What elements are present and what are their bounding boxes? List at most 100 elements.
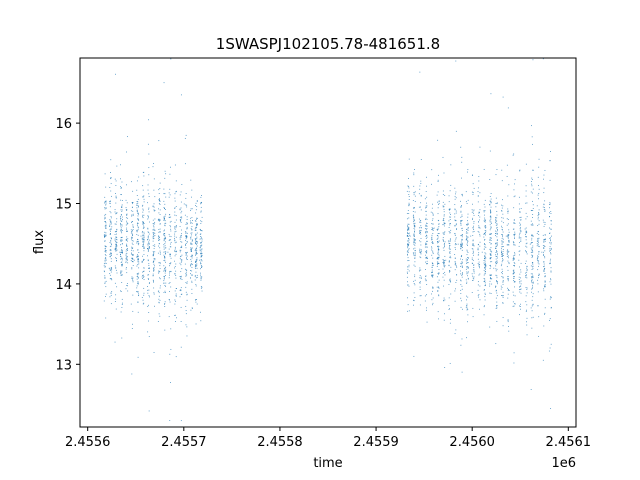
data-point [196,267,198,269]
data-point [195,202,197,204]
data-point [127,217,129,219]
data-point [158,189,160,191]
data-point [408,227,410,229]
data-point [531,223,533,225]
data-point [454,225,456,227]
data-point [496,233,498,235]
data-point [550,278,551,280]
data-point [159,214,161,215]
data-point [104,208,106,210]
data-point [132,234,134,236]
data-point [467,213,469,215]
data-point [432,264,434,266]
data-point [455,210,457,212]
data-point [508,210,509,212]
data-point [460,284,462,286]
data-point [105,203,107,205]
data-point [507,234,509,236]
data-point [514,276,515,278]
data-point [532,275,534,277]
data-point [496,295,498,297]
data-point [531,282,533,284]
data-point [525,272,526,274]
data-point [137,283,139,285]
data-point [531,268,533,270]
data-point [131,181,132,183]
data-point [426,284,428,285]
data-point [472,277,474,279]
data-point [532,210,534,211]
data-point [473,229,475,230]
data-point [496,281,498,283]
data-point [165,270,166,272]
data-point [444,299,446,301]
data-point [164,215,166,217]
data-point [110,221,112,223]
data-point [432,203,433,205]
data-point [200,274,201,276]
data-point [467,321,468,323]
data-point [532,242,534,243]
data-point [104,248,106,249]
data-point [190,217,192,219]
data-point [550,240,552,242]
data-point [120,239,122,241]
data-point [196,263,198,265]
data-point [433,227,435,229]
data-point [414,265,416,267]
data-point [513,258,515,260]
data-point [175,236,177,238]
data-point [164,270,166,271]
data-point [131,221,132,223]
data-point [485,263,486,265]
data-point [142,245,144,247]
data-point [478,294,480,295]
data-point [496,307,498,309]
data-point [490,257,492,259]
data-point [154,221,156,223]
data-point [460,245,462,246]
data-point [544,313,545,315]
data-point [531,200,533,202]
data-point [449,278,451,280]
data-point [414,191,416,193]
data-point [420,244,422,246]
data-point [168,316,170,318]
data-point [514,253,516,255]
data-point [449,224,451,226]
data-point [179,238,181,240]
data-point [495,268,497,270]
data-point [455,224,457,226]
data-point [159,219,161,221]
data-point [544,284,546,285]
data-point [420,222,422,224]
data-point [137,259,138,261]
data-point [531,177,533,179]
data-point [170,286,172,288]
data-point [537,231,539,233]
data-point [105,245,107,247]
data-point [425,246,427,248]
data-point [115,298,117,300]
data-point [109,269,111,271]
data-point [163,219,165,221]
data-point [414,261,416,263]
data-point [408,242,410,244]
data-point [489,239,491,241]
data-point [531,287,533,289]
data-point [500,288,502,290]
data-point [460,246,462,248]
data-point [484,272,486,274]
data-point [513,271,515,272]
data-point [508,229,510,231]
data-point [121,232,123,234]
data-point [449,253,451,254]
data-point [190,247,192,249]
data-point [461,338,463,340]
data-point [179,262,181,264]
data-point [414,211,416,213]
data-point [181,184,183,185]
data-point [426,222,427,224]
data-point [442,240,444,242]
data-point [454,187,456,189]
